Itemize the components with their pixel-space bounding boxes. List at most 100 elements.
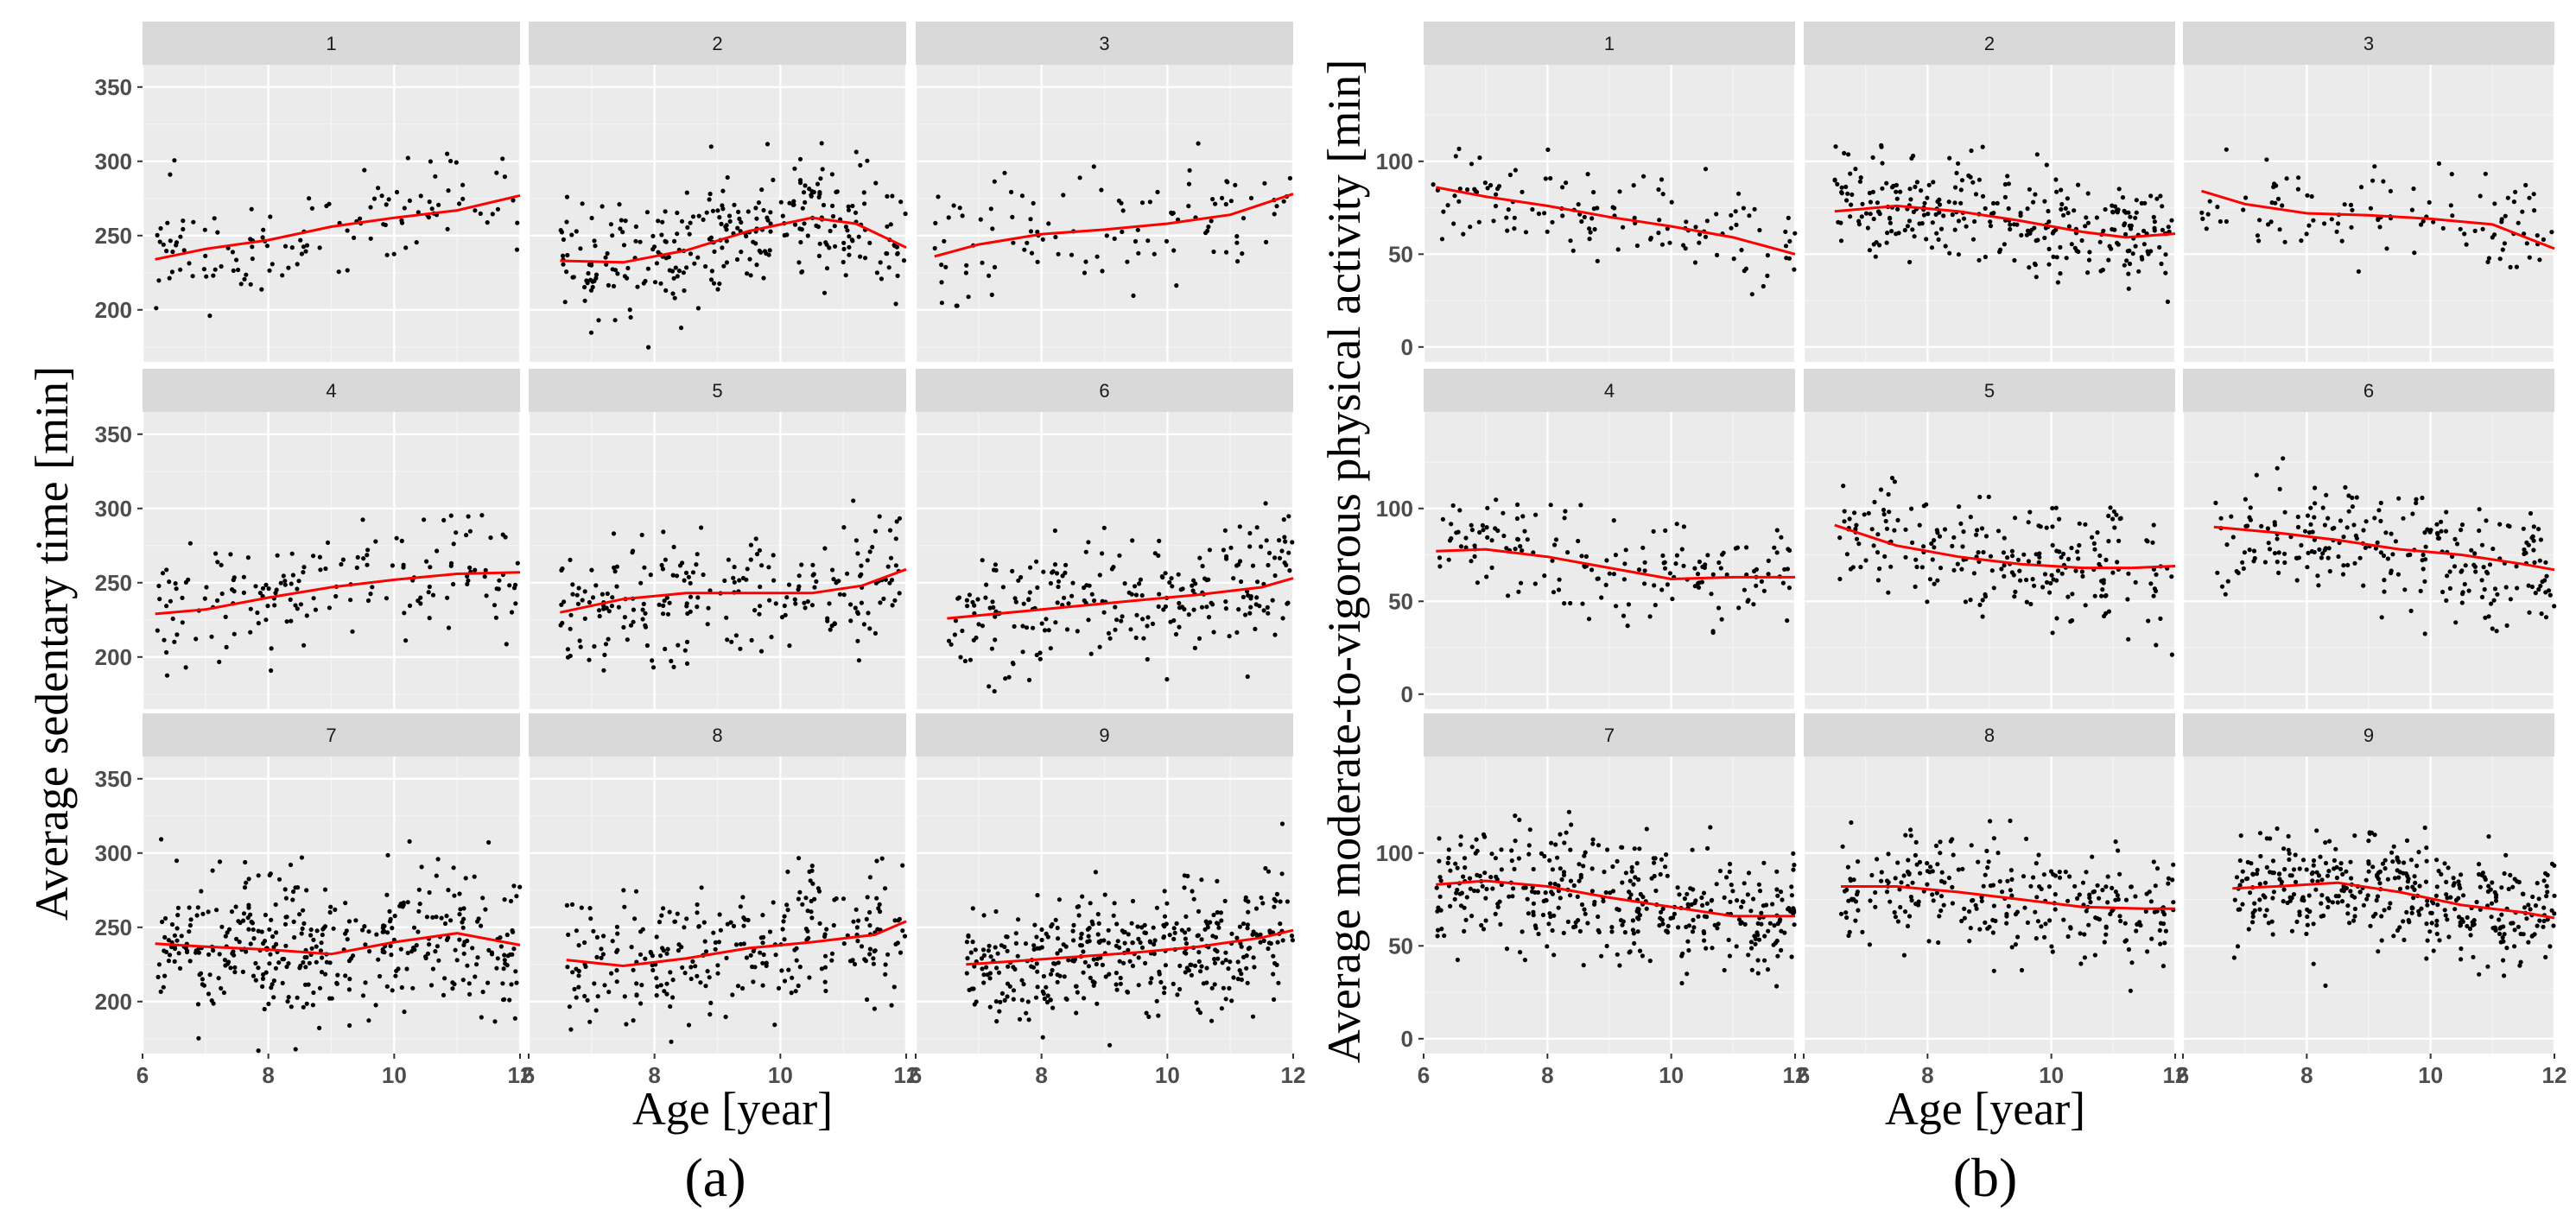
data-point (2334, 229, 2339, 234)
data-point (187, 929, 192, 934)
data-point (1845, 864, 1850, 870)
data-point (1063, 944, 1069, 949)
data-point (199, 889, 204, 894)
data-point (2497, 256, 2503, 262)
data-point (606, 282, 612, 288)
data-point (1506, 593, 1511, 598)
data-point (347, 977, 352, 982)
data-point (1879, 870, 1884, 875)
data-point (1715, 252, 1720, 257)
data-point (2035, 919, 2040, 924)
data-point (244, 880, 249, 885)
data-point (2311, 921, 2316, 927)
data-point (1481, 927, 1487, 932)
data-point (797, 965, 803, 970)
data-point (2004, 921, 2009, 926)
data-point (2124, 258, 2129, 263)
data-point (2319, 877, 2325, 883)
data-point (501, 966, 506, 972)
data-point (654, 993, 659, 998)
data-point (807, 187, 812, 192)
data-point (593, 1008, 599, 1013)
data-point (1499, 867, 1504, 872)
scatter-points (564, 856, 908, 1044)
data-point (1786, 906, 1792, 911)
data-point (1970, 180, 1976, 185)
data-point (1599, 953, 1604, 959)
data-point (1550, 927, 1555, 934)
data-point (561, 237, 567, 242)
data-point (2295, 524, 2301, 530)
data-point (1967, 908, 1972, 915)
data-point (1145, 238, 1151, 244)
data-point (2112, 525, 2117, 530)
data-point (1888, 220, 1893, 225)
data-point (313, 607, 318, 612)
data-point (248, 912, 253, 917)
data-point (891, 984, 897, 990)
data-point (2294, 919, 2300, 924)
data-point (2444, 879, 2449, 884)
data-point (2382, 866, 2388, 871)
data-point (1660, 553, 1666, 559)
data-point (2032, 225, 2037, 231)
data-point (1746, 870, 1752, 876)
data-point (253, 960, 258, 966)
data-point (1116, 198, 1121, 204)
data-point (1078, 943, 1083, 948)
data-point (582, 993, 587, 999)
data-point (2478, 884, 2483, 889)
data-point (2123, 231, 2129, 237)
data-point (1703, 234, 1709, 239)
data-point (1066, 601, 1071, 606)
data-point (1484, 574, 1489, 579)
data-point (2085, 270, 2091, 275)
data-point (309, 946, 314, 951)
data-point (2044, 162, 2049, 168)
data-point (1792, 909, 1797, 915)
data-point (1647, 614, 1653, 619)
data-point (1568, 847, 1573, 852)
data-point (1483, 896, 1488, 901)
scatter-points (1434, 809, 1797, 989)
data-point (1474, 837, 1479, 842)
data-point (622, 994, 627, 999)
data-point (1147, 199, 1152, 205)
data-point (903, 211, 908, 217)
data-point (2361, 902, 2366, 908)
data-point (888, 222, 893, 227)
data-point (827, 245, 832, 250)
data-point (658, 281, 663, 286)
data-point (2497, 917, 2502, 922)
data-point (1474, 189, 1480, 194)
data-point (2286, 847, 2291, 852)
data-point (1177, 600, 1182, 606)
data-point (1958, 200, 1964, 206)
data-point (1033, 995, 1039, 1000)
data-point (972, 1002, 977, 1007)
data-point (1596, 914, 1601, 920)
data-point (2300, 858, 2306, 863)
data-point (684, 265, 689, 270)
data-point (336, 269, 341, 275)
data-point (2329, 217, 2334, 222)
data-point (1631, 183, 1636, 188)
data-point (450, 986, 455, 991)
data-point (1917, 522, 1922, 528)
data-point (1727, 869, 1732, 875)
data-point (2325, 896, 2330, 901)
data-point (1925, 861, 1930, 866)
data-point (2025, 206, 2030, 212)
x-tick-label: 6 (136, 1062, 149, 1088)
data-point (1154, 905, 1159, 910)
data-point (690, 570, 696, 575)
data-point (2479, 578, 2484, 583)
data-point (1853, 526, 1858, 532)
data-point (779, 968, 784, 973)
data-point (2145, 949, 2150, 954)
data-point (2101, 228, 2106, 233)
data-point (2375, 872, 2380, 877)
data-point (1445, 860, 1450, 866)
data-point (2325, 516, 2331, 521)
